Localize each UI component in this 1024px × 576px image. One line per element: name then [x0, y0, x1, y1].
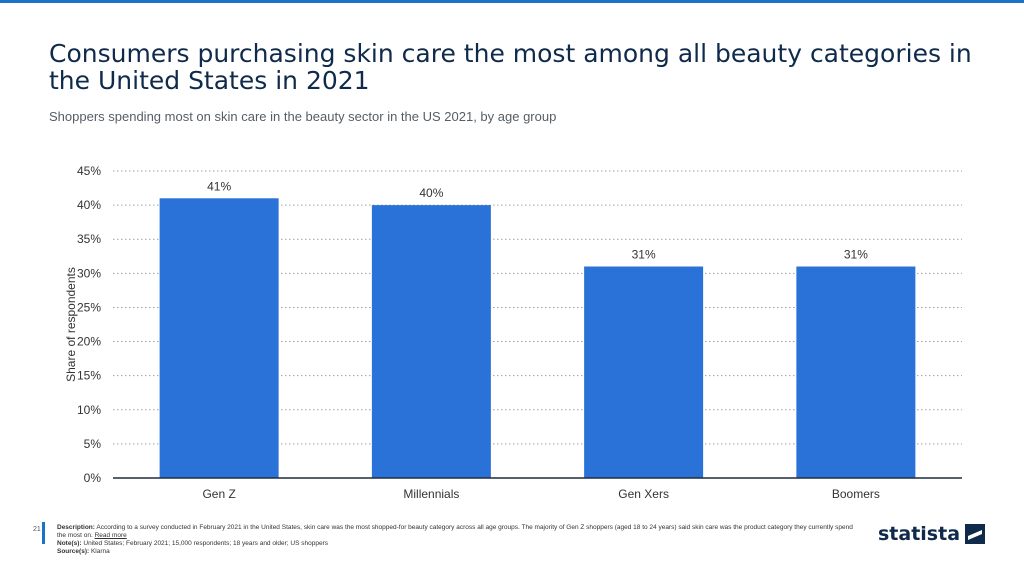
description-label: Description: — [57, 524, 95, 531]
description-text: According to a survey conducted in Febru… — [57, 524, 853, 539]
statista-logo-icon — [965, 524, 986, 544]
top-accent-bar — [0, 0, 1024, 3]
statista-logo[interactable]: statista — [878, 523, 986, 545]
y-tick-label: 5% — [84, 437, 102, 451]
y-tick-label: 0% — [84, 471, 102, 485]
read-more-link[interactable]: Read more — [94, 532, 127, 539]
chart-subtitle: Shoppers spending most on skin care in t… — [49, 109, 557, 124]
bar-chart: 0% 5% 10% 15% 20% 25% 30% 35% 40% 45% Share of res… — [64, 164, 962, 501]
bar — [371, 205, 491, 478]
x-tick-label: Millennials — [403, 487, 459, 501]
chart-title: Consumers purchasing skin care the most … — [49, 39, 972, 95]
page-number: 21 — [33, 526, 41, 533]
footer-notes: Description: According to a survey condu… — [57, 524, 857, 556]
y-tick-label: 20% — [77, 335, 101, 349]
footer-accent-bar — [42, 522, 45, 544]
data-label: 41% — [207, 179, 231, 193]
x-tick-label: Gen Z — [202, 487, 235, 501]
data-label: 40% — [419, 186, 443, 200]
data-label: 31% — [632, 248, 656, 262]
notes-text: United States; February 2021; 15,000 res… — [83, 540, 328, 547]
y-axis-title: Share of respondents — [64, 267, 78, 382]
source-label: Source(s): — [57, 548, 90, 555]
y-tick-label: 10% — [77, 403, 101, 417]
bar — [584, 266, 704, 478]
data-label: 31% — [844, 248, 868, 262]
logo-text: statista — [878, 523, 961, 545]
y-tick-label: 15% — [77, 369, 101, 383]
source-text: Klarna — [90, 548, 110, 555]
y-tick-label: 25% — [77, 300, 101, 314]
y-tick-label: 45% — [77, 164, 101, 178]
bar — [796, 266, 916, 478]
x-tick-label: Boomers — [832, 487, 880, 501]
x-tick-label: Gen Xers — [618, 487, 669, 501]
y-tick-label: 35% — [77, 232, 101, 246]
notes-label: Note(s): — [57, 540, 82, 547]
bar — [159, 198, 279, 478]
footer: 21 Description: According to a survey co… — [0, 520, 1024, 576]
y-tick-label: 30% — [77, 266, 101, 280]
y-tick-label: 40% — [77, 198, 101, 212]
